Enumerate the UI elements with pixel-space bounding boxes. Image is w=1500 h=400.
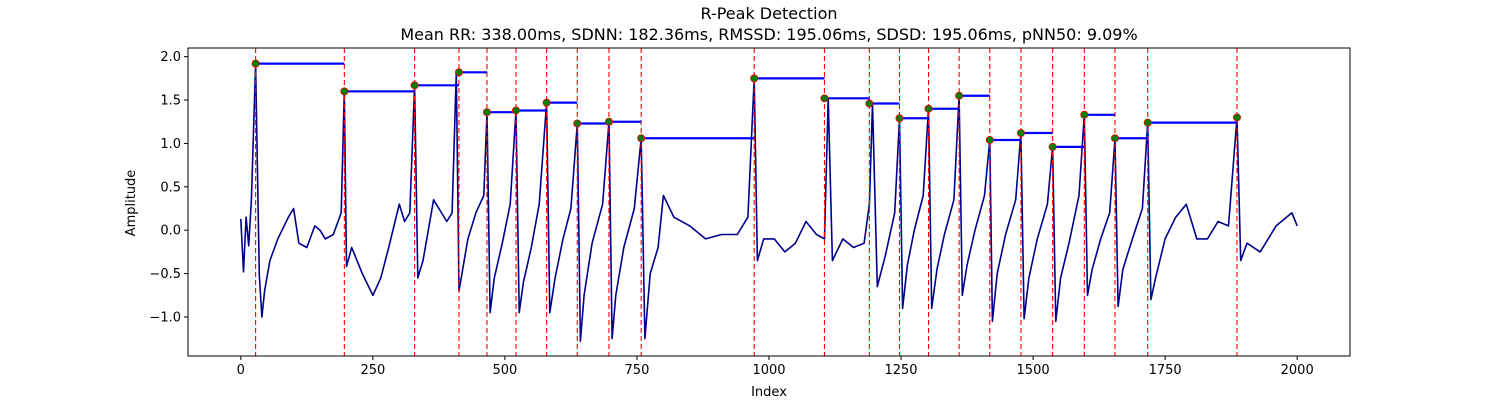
peak-marker xyxy=(820,94,829,103)
y-tick-label: −0.5 xyxy=(149,267,181,282)
peak-marker xyxy=(340,87,349,96)
peak-marker xyxy=(1232,113,1241,122)
x-tick-label: 1750 xyxy=(1149,363,1182,378)
x-axis-label: Index xyxy=(751,385,787,400)
y-tick-label: 1.5 xyxy=(160,94,181,109)
peak-marker xyxy=(251,59,260,68)
x-tick-label: 0 xyxy=(237,363,245,378)
x-tick-label: 2000 xyxy=(1281,363,1314,378)
plot-area xyxy=(240,48,1298,356)
x-tick-label: 750 xyxy=(625,363,650,378)
x-tick-label: 1000 xyxy=(752,363,785,378)
y-tick-label: 0.0 xyxy=(160,224,181,239)
chart-subtitle: Mean RR: 338.00ms, SDNN: 182.36ms, RMSSD… xyxy=(400,25,1137,44)
x-tick-label: 250 xyxy=(360,363,385,378)
peak-marker xyxy=(637,134,646,143)
peak-marker xyxy=(1143,118,1152,127)
plot-frame xyxy=(187,47,1351,357)
chart-title: R-Peak Detection xyxy=(700,4,837,23)
peak-marker xyxy=(604,117,613,126)
peak-marker xyxy=(895,114,904,123)
peak-marker xyxy=(955,91,964,100)
peak-marker xyxy=(542,98,551,107)
peak-marker xyxy=(482,108,491,117)
y-tick-label: −1.0 xyxy=(149,310,181,325)
peak-marker xyxy=(924,104,933,113)
peak-marker xyxy=(985,135,994,144)
peak-marker xyxy=(1110,134,1119,143)
peak-marker xyxy=(512,106,521,115)
y-tick-label: 0.5 xyxy=(160,180,181,195)
peak-marker xyxy=(1016,129,1025,138)
peak-marker xyxy=(865,99,874,108)
axes: 0 250 500 750 1000 1250 1500 1750 2000 −1.0 −0.5 0.… xyxy=(149,47,1351,378)
y-tick-label: 2.0 xyxy=(160,50,181,65)
peak-marker xyxy=(750,74,759,83)
peak-marker xyxy=(454,68,463,77)
x-tick-label: 1500 xyxy=(1017,363,1050,378)
signal-line xyxy=(240,62,1298,343)
peak-marker xyxy=(1080,110,1089,119)
peak-marker xyxy=(573,119,582,128)
y-axis-label: Amplitude xyxy=(124,170,139,237)
x-tick-label: 500 xyxy=(492,363,517,378)
peak-marker xyxy=(410,81,419,90)
y-tick-label: 1.0 xyxy=(160,137,181,152)
x-tick-label: 1250 xyxy=(884,363,917,378)
peak-marker xyxy=(1048,142,1057,151)
